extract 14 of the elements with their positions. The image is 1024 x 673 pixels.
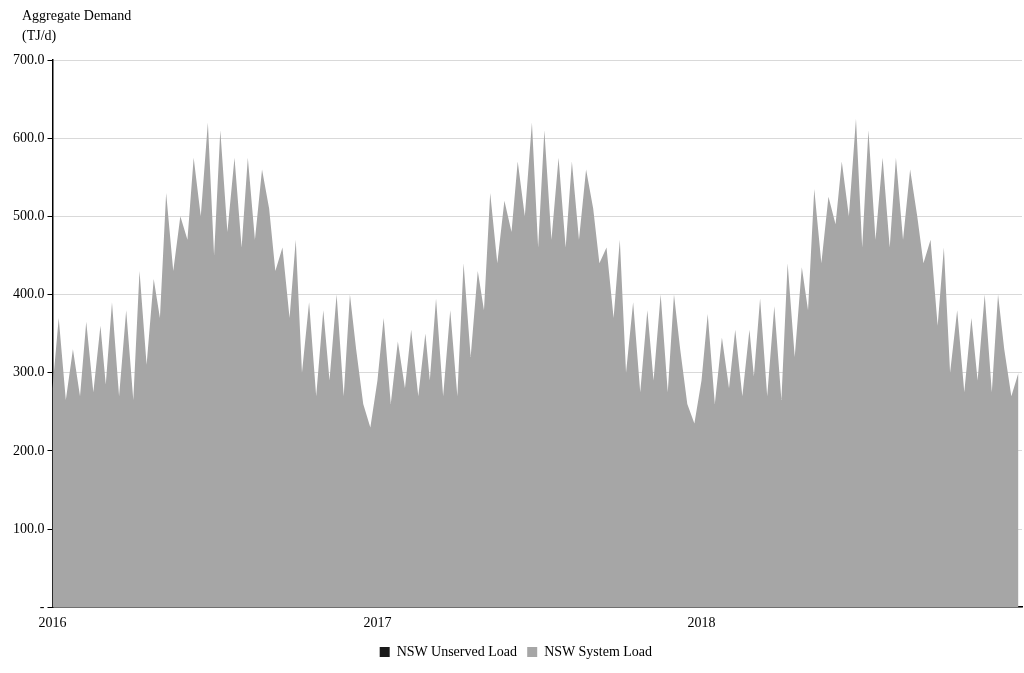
x-tick-label: 2018 xyxy=(687,615,716,631)
y-tick-label: 700.0 xyxy=(13,51,45,67)
x-tick-label: 2017 xyxy=(363,615,392,631)
y-tick-label: 500.0 xyxy=(13,208,45,224)
legend-label: NSW Unserved Load xyxy=(396,643,517,659)
legend-label: NSW System Load xyxy=(544,643,653,659)
x-tick-label: 2016 xyxy=(38,615,67,631)
y-axis-title: Aggregate Demand (TJ/d) xyxy=(22,7,133,45)
y-tick-label: 300.0 xyxy=(13,364,45,380)
y-tick-label: 200.0 xyxy=(13,442,45,458)
y-tick-label: 600.0 xyxy=(13,129,45,145)
y-tick-label: 100.0 xyxy=(13,520,45,536)
y-tick-label: - xyxy=(39,598,45,614)
y-tick-label: 400.0 xyxy=(13,286,45,302)
